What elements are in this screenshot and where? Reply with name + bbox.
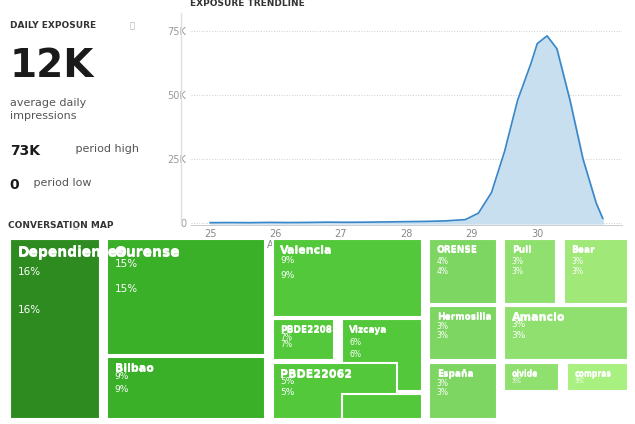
Text: period low: period low [30,178,92,188]
Text: PBDE22081: PBDE22081 [280,326,338,335]
Bar [342,393,422,418]
Text: Vizcaya: Vizcaya [349,326,387,335]
Text: ORENSE: ORENSE [437,245,478,254]
Text: 3%: 3% [512,267,524,276]
Text: 12K: 12K [10,47,94,85]
Text: 15%: 15% [114,259,138,269]
Text: period high: period high [72,144,138,154]
Text: olvide: olvide [512,370,538,379]
Bar [10,239,100,418]
Text: 3%: 3% [574,379,584,384]
Text: 3%: 3% [574,375,584,379]
Text: Dependientes: Dependientes [18,245,126,259]
Bar [504,363,559,391]
Text: DAILY EXPOSURE: DAILY EXPOSURE [10,21,96,30]
Text: 3%: 3% [437,388,449,397]
Bar [107,357,265,418]
Text: Ourense: Ourense [114,246,180,260]
Text: 3%: 3% [571,257,583,266]
Text: olvide: olvide [512,369,538,378]
Text: 3%: 3% [437,379,449,388]
Text: Ourense: Ourense [114,245,180,259]
Text: Amancio: Amancio [512,313,565,323]
Text: 9%: 9% [280,256,295,265]
Text: 4%: 4% [437,257,449,266]
Text: compras: compras [574,370,611,379]
Text: 3%: 3% [512,375,522,379]
Text: 6%: 6% [349,338,361,347]
Text: ⓘ: ⓘ [73,221,78,230]
Text: PBDE22062: PBDE22062 [280,369,352,379]
Text: 16%: 16% [18,267,41,276]
Bar [564,239,628,304]
Text: España: España [437,370,473,379]
Text: Amancio: Amancio [512,312,565,322]
Text: 9%: 9% [280,271,295,280]
Text: 3%: 3% [512,331,526,340]
Text: Valencia: Valencia [280,245,333,255]
Text: Valencia: Valencia [280,246,333,256]
Text: 9%: 9% [114,372,129,381]
Text: 3%: 3% [512,257,524,266]
Text: España: España [437,369,473,378]
Text: 0: 0 [10,178,20,192]
Bar [342,319,422,391]
Bar [273,239,422,317]
Bar [429,306,497,360]
Text: Hermosilla: Hermosilla [437,313,491,322]
Text: Hermosilla: Hermosilla [437,312,491,321]
Text: compras: compras [574,369,611,378]
Bar [429,363,497,418]
Text: 15%: 15% [114,284,138,294]
Text: PBDE22081: PBDE22081 [280,325,338,334]
Bar [107,239,265,355]
Text: Vizcaya: Vizcaya [349,325,387,334]
Bar [429,239,497,304]
Bar [504,239,556,304]
Bar [273,363,397,418]
Text: 3%: 3% [437,331,449,340]
Text: 4%: 4% [437,267,449,276]
Text: 6%: 6% [349,350,361,359]
Text: average daily
impressions: average daily impressions [10,98,86,121]
Text: 5%: 5% [280,388,295,397]
Text: 73K: 73K [10,144,40,158]
Bar [567,363,628,391]
Text: Bear: Bear [571,245,595,254]
Text: Bilbao: Bilbao [114,363,154,374]
Text: PBDE22062: PBDE22062 [280,370,352,380]
Text: Pull: Pull [512,246,531,255]
Text: 7%: 7% [280,340,292,349]
Text: 3%: 3% [512,379,522,384]
Bar [273,319,334,360]
Text: 3%: 3% [571,267,583,276]
Text: CONVERSATION MAP: CONVERSATION MAP [8,221,113,230]
Text: EXPOSURE TRENDLINE: EXPOSURE TRENDLINE [190,0,305,8]
Text: 3%: 3% [512,320,526,329]
Text: Dependientes: Dependientes [18,246,126,260]
Text: Bilbao: Bilbao [114,364,154,374]
Text: 9%: 9% [114,385,129,393]
Text: ⓘ: ⓘ [130,21,135,30]
Text: 3%: 3% [437,322,449,331]
Text: 5%: 5% [280,377,295,386]
Text: 16%: 16% [18,305,41,315]
Text: ORENSE: ORENSE [437,246,478,255]
Text: 7%: 7% [280,332,292,342]
Text: Pull: Pull [512,245,531,254]
Text: Bear: Bear [571,246,595,255]
Bar [504,306,628,360]
